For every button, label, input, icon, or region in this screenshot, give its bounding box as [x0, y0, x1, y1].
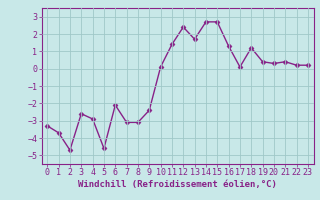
X-axis label: Windchill (Refroidissement éolien,°C): Windchill (Refroidissement éolien,°C) [78, 180, 277, 189]
